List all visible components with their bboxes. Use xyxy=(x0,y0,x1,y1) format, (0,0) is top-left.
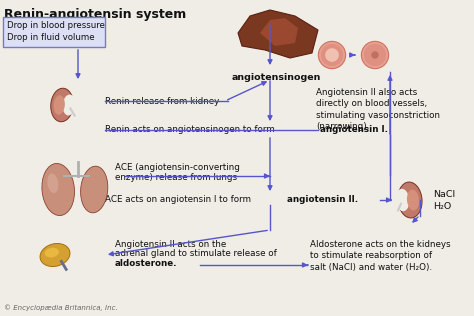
Ellipse shape xyxy=(319,41,346,69)
Ellipse shape xyxy=(364,44,386,66)
Text: liver: liver xyxy=(253,14,272,23)
Text: Aldosterone acts on the kidneys
to stimulate reabsorption of
salt (NaCl) and wat: Aldosterone acts on the kidneys to stimu… xyxy=(310,240,451,272)
Text: angiotensinogen: angiotensinogen xyxy=(232,73,321,82)
Text: adrenal gland to stimulate release of: adrenal gland to stimulate release of xyxy=(115,249,277,258)
Polygon shape xyxy=(260,18,298,46)
Text: © Encyclopædia Britannica, Inc.: © Encyclopædia Britannica, Inc. xyxy=(4,304,118,311)
Text: NaCl
H₂O: NaCl H₂O xyxy=(433,190,455,211)
Polygon shape xyxy=(238,10,318,58)
Ellipse shape xyxy=(81,166,108,213)
Ellipse shape xyxy=(371,51,379,59)
Text: Renin acts on angiotensinogen to form: Renin acts on angiotensinogen to form xyxy=(105,125,277,135)
Ellipse shape xyxy=(398,182,422,218)
Text: ACE (angiotensin-converting: ACE (angiotensin-converting xyxy=(115,163,240,172)
Ellipse shape xyxy=(325,48,339,62)
Ellipse shape xyxy=(361,41,389,69)
Ellipse shape xyxy=(63,94,75,115)
Ellipse shape xyxy=(40,244,70,266)
Ellipse shape xyxy=(51,88,73,122)
Ellipse shape xyxy=(407,190,419,210)
Ellipse shape xyxy=(42,163,74,216)
Text: Drop in blood pressure
Drop in fluid volume: Drop in blood pressure Drop in fluid vol… xyxy=(7,21,105,42)
Text: Renin release from kidney: Renin release from kidney xyxy=(105,96,219,106)
Ellipse shape xyxy=(54,95,65,115)
Text: ACE acts on angiotensin I to form: ACE acts on angiotensin I to form xyxy=(105,196,254,204)
Text: Renin-angiotensin system: Renin-angiotensin system xyxy=(4,8,186,21)
FancyBboxPatch shape xyxy=(3,17,105,47)
Text: angiotensin I.: angiotensin I. xyxy=(320,125,388,135)
Ellipse shape xyxy=(321,44,343,66)
Text: aldosterone.: aldosterone. xyxy=(115,259,177,268)
Ellipse shape xyxy=(45,248,59,258)
Text: Angiotensin II acts on the: Angiotensin II acts on the xyxy=(115,240,226,249)
Text: Angiotensin II also acts
directly on blood vessels,
stimulating vasoconstriction: Angiotensin II also acts directly on blo… xyxy=(316,88,440,131)
Ellipse shape xyxy=(396,189,409,211)
Ellipse shape xyxy=(47,173,58,193)
Text: angiotensin II.: angiotensin II. xyxy=(287,196,358,204)
Text: enzyme) release from lungs: enzyme) release from lungs xyxy=(115,173,237,182)
